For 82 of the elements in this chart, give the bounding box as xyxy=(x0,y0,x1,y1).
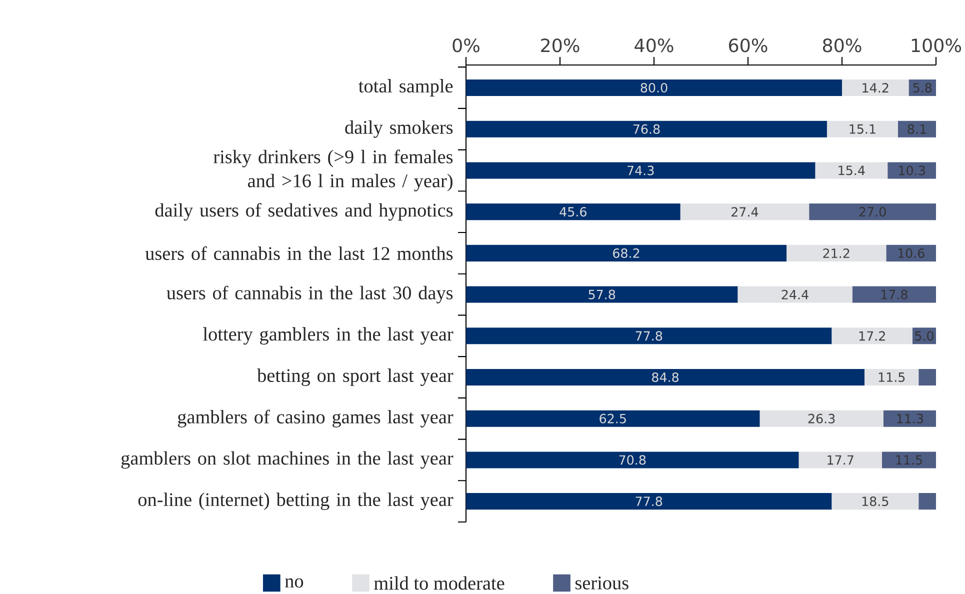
data-label: 15.4 xyxy=(838,166,865,176)
legend-label: serious xyxy=(575,576,628,590)
bar xyxy=(826,120,898,138)
data-label: 10.6 xyxy=(898,248,924,258)
data-label: 27.4 xyxy=(732,207,758,217)
data-label: 76.8 xyxy=(633,124,660,134)
data-label: 68.2 xyxy=(613,248,640,258)
data-label: 17.2 xyxy=(859,331,885,341)
data-label: 27.0 xyxy=(859,207,886,217)
legend-label: mild to moderate xyxy=(374,576,504,590)
y-tick-label: users of cannabis in the last 30 days xyxy=(166,286,453,304)
y-tick-label: gamblers on slot machines in the last year xyxy=(121,451,454,469)
data-label: 5.0 xyxy=(915,331,934,341)
x-tick-label: 60% xyxy=(729,38,768,52)
data-label: 14.2 xyxy=(862,83,888,92)
data-label: 77.8 xyxy=(636,331,662,341)
data-label: 8.1 xyxy=(908,124,926,134)
data-label: 5.8 xyxy=(913,82,932,93)
x-tick-label: 20% xyxy=(541,38,580,52)
bar xyxy=(832,328,912,344)
data-label: 11.3 xyxy=(897,414,924,424)
data-label: 77.8 xyxy=(636,496,662,506)
y-tick-label: betting on sport last year xyxy=(257,368,454,386)
bar xyxy=(680,204,810,220)
y-tick-label: on-line (internet) betting in the last year xyxy=(138,492,454,510)
bar xyxy=(898,120,936,138)
y-tick-label: users of cannabis in the last 12 months xyxy=(145,246,453,260)
bar xyxy=(466,120,827,138)
bar xyxy=(883,410,936,427)
bar xyxy=(888,162,936,179)
x-tick-label: 40% xyxy=(634,38,674,52)
bar xyxy=(466,244,787,262)
y-tick-label: lottery gamblers in the last year xyxy=(203,327,454,345)
bar xyxy=(842,79,909,96)
bar xyxy=(466,493,832,510)
x-tick-label: 100% xyxy=(912,38,962,52)
data-label: 11.5 xyxy=(896,455,922,465)
data-label: 17.8 xyxy=(881,290,908,300)
data-label: 45.6 xyxy=(560,207,586,217)
legend-label: no xyxy=(285,578,304,588)
bar xyxy=(852,286,936,303)
data-label: 70.8 xyxy=(619,455,646,465)
bar xyxy=(760,410,884,427)
data-label: 80.0 xyxy=(640,82,668,93)
x-tick-label: 0% xyxy=(452,38,480,52)
x-tick-label: 80% xyxy=(822,38,862,52)
bar xyxy=(918,368,936,386)
data-label: 17.7 xyxy=(828,455,854,465)
data-label: 57.8 xyxy=(588,290,616,300)
data-label: 74.3 xyxy=(628,166,654,176)
bar xyxy=(815,162,888,179)
data-label: 21.2 xyxy=(823,248,850,258)
y-tick-label: gamblers of casino games last year xyxy=(178,410,454,428)
data-label: 15.1 xyxy=(850,124,876,134)
y-tick-label: daily smokers xyxy=(345,120,453,138)
y-tick-label: risky drinkers (>9 l in females and >16 l in males / year) xyxy=(214,150,453,192)
bar xyxy=(466,410,760,427)
bar xyxy=(466,79,842,96)
data-label: 62.5 xyxy=(600,414,626,424)
bar xyxy=(832,493,919,510)
bar xyxy=(918,493,936,510)
bar xyxy=(864,368,919,386)
bar xyxy=(809,204,936,220)
bar xyxy=(466,204,680,220)
bar xyxy=(882,452,936,468)
data-label: 84.8 xyxy=(652,372,679,382)
bar xyxy=(466,286,738,303)
y-tick-label: daily users of sedatives and hypnotics xyxy=(155,203,453,221)
bar xyxy=(886,244,936,262)
data-label: 18.5 xyxy=(862,496,888,506)
bar xyxy=(466,328,832,344)
bar xyxy=(466,368,865,386)
data-label: 26.3 xyxy=(808,414,835,424)
bar xyxy=(798,452,882,468)
data-label: 24.4 xyxy=(782,290,808,300)
bar xyxy=(786,244,886,262)
data-label: 11.5 xyxy=(878,372,905,382)
bar xyxy=(466,162,816,179)
y-tick-label: total sample xyxy=(358,79,453,96)
bar xyxy=(466,452,799,468)
bar xyxy=(738,286,852,303)
data-label: 10.3 xyxy=(899,166,925,176)
